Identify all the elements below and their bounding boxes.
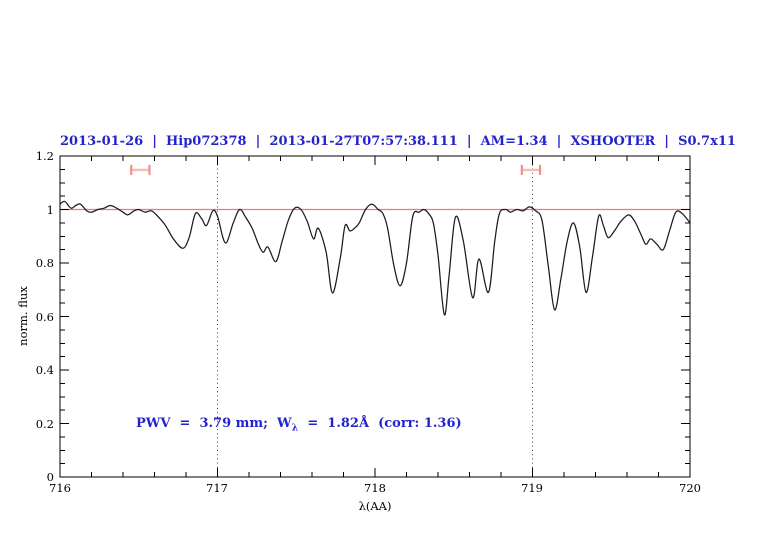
y-axis-label: norm. flux [16, 286, 30, 346]
y-tick-label-1: 1 [46, 203, 54, 217]
x-tick-label-717: 717 [206, 481, 228, 495]
x-tick-label-718: 718 [364, 481, 386, 495]
y-tick-label-0p4: 0.4 [35, 363, 54, 377]
y-tick-label-0: 0 [46, 470, 54, 484]
x-axis-label: λ(AA) [358, 499, 392, 513]
pwv-annotation-subscript: λ [291, 422, 299, 434]
y-tick-label-0p8: 0.8 [35, 256, 54, 270]
spectrum-line [59, 200, 691, 316]
pwv-annotation: PWV = 3.79 mm; Wλ = 1.82Å (corr: 1.36) [136, 416, 462, 434]
x-tick-label-716: 716 [49, 481, 71, 495]
plot-title: 2013-01-26 | Hip072378 | 2013-01-27T07:5… [60, 134, 736, 149]
pwv-annotation-prefix: PWV = 3.79 mm; W [136, 416, 292, 431]
y-tick-label-1p2: 1.2 [35, 149, 54, 163]
x-tick-label-719: 719 [521, 481, 543, 495]
y-tick-label-0p2: 0.2 [35, 417, 54, 431]
x-tick-label-720: 720 [679, 481, 701, 495]
y-tick-label-0p6: 0.6 [35, 310, 54, 324]
pwv-annotation-suffix: = 1.82Å (corr: 1.36) [298, 416, 462, 431]
